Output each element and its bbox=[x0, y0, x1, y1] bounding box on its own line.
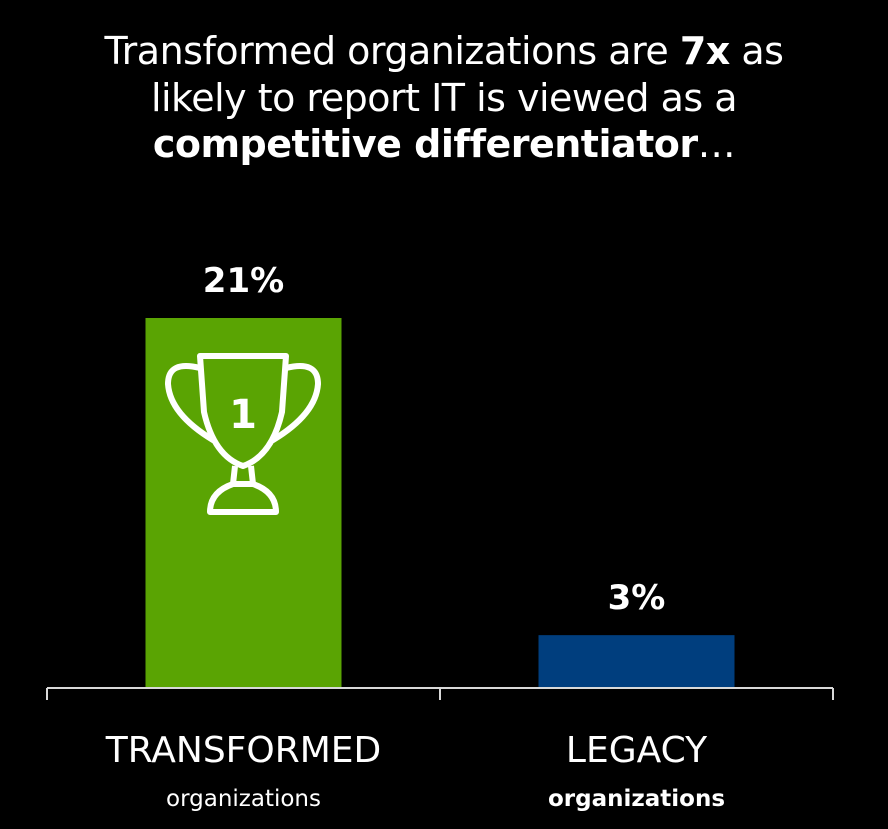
trophy-right-handle bbox=[270, 363, 322, 443]
x-axis bbox=[46, 687, 834, 700]
category-label-main: TRANSFORMED bbox=[105, 730, 382, 771]
title-line-1: Transformed organizations are 7x as bbox=[0, 28, 888, 75]
title-text: Transformed organizations are bbox=[104, 29, 680, 73]
data-labels-group: 21% 3% bbox=[203, 261, 666, 618]
category-label-sub: organizations bbox=[166, 786, 321, 812]
title-line-3: competitive differentiator… bbox=[0, 121, 888, 168]
title-emphasis: competitive differentiator bbox=[152, 122, 698, 167]
data-label: 3% bbox=[608, 578, 666, 618]
category-label-sub: organizations bbox=[548, 786, 725, 812]
trophy-icon: 1 bbox=[164, 353, 322, 515]
data-label: 21% bbox=[203, 261, 284, 301]
category-labels: TRANSFORMED organizations LEGACY organizati… bbox=[105, 730, 725, 812]
trophy-cup bbox=[197, 353, 289, 469]
chart-title: Transformed organizations are 7x as like… bbox=[0, 28, 888, 168]
trophy-rank: 1 bbox=[229, 392, 257, 438]
trophy-left-handle bbox=[164, 363, 216, 443]
bars-group bbox=[145, 318, 735, 688]
title-text: as bbox=[729, 29, 784, 73]
trophy-stem bbox=[230, 465, 256, 487]
title-emphasis: 7x bbox=[679, 29, 730, 73]
title-ellipsis: … bbox=[697, 122, 736, 167]
category-label-main: LEGACY bbox=[566, 730, 708, 771]
bar-legacy bbox=[538, 635, 735, 688]
trophy-base bbox=[207, 481, 279, 515]
title-line-2: likely to report IT is viewed as a bbox=[150, 75, 738, 120]
bar-transformed bbox=[145, 318, 342, 688]
